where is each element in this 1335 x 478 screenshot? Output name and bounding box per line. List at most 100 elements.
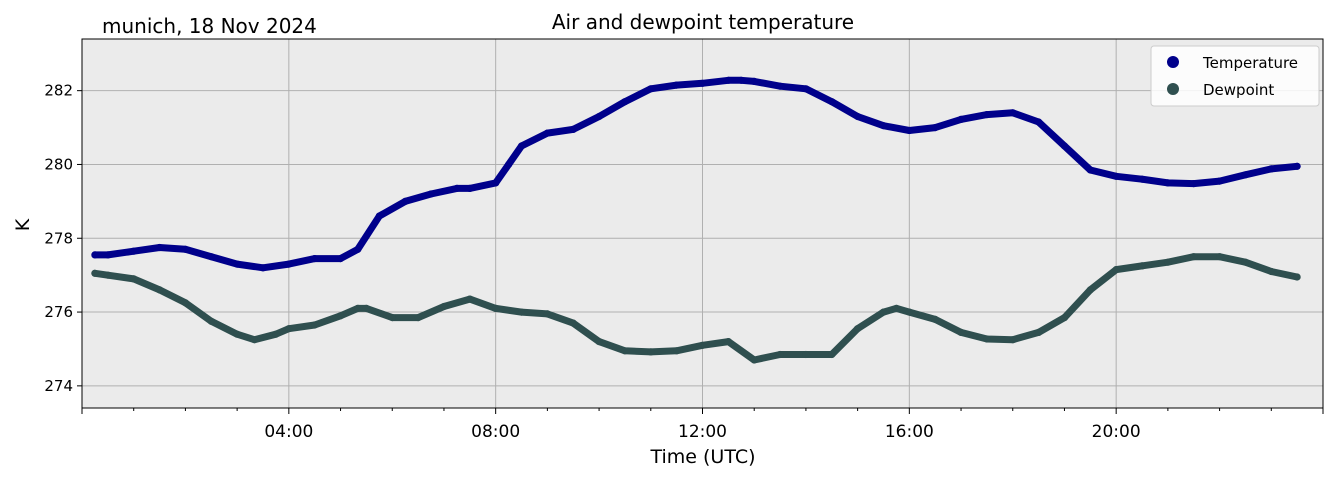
dewpoint-point xyxy=(1086,286,1094,294)
temperature-point xyxy=(698,79,707,87)
corner-label: munich, 18 Nov 2024 xyxy=(102,14,317,38)
dewpoint-point xyxy=(362,304,370,312)
dewpoint-point xyxy=(879,308,888,316)
temperature-point xyxy=(259,264,267,272)
temperature-point xyxy=(1293,162,1301,170)
legend-label-dewpoint: Dewpoint xyxy=(1203,81,1274,99)
dewpoint-point xyxy=(1009,336,1017,344)
temperature-point xyxy=(130,247,138,255)
dewpoint-point xyxy=(156,286,164,294)
dewpoint-point xyxy=(1035,328,1043,336)
dewpoint-point xyxy=(1060,314,1069,322)
legend-marker-temperature xyxy=(1167,56,1179,68)
temperature-point xyxy=(621,98,629,106)
x-tick-label: 12:00 xyxy=(678,422,727,442)
dewpoint-point xyxy=(272,330,280,338)
dewpoint-point xyxy=(311,321,319,329)
dewpoint-point xyxy=(931,315,939,323)
x-tick-label: 04:00 xyxy=(264,422,313,442)
temperature-point xyxy=(181,245,189,253)
temperature-point xyxy=(492,179,500,187)
grid-lines xyxy=(82,39,1323,408)
dewpoint-point xyxy=(354,304,362,312)
temperature-point xyxy=(854,112,862,121)
dewpoint-point xyxy=(285,325,293,333)
dewpoint-point xyxy=(905,308,913,316)
y-axis-label: K xyxy=(12,218,34,231)
temperature-point xyxy=(466,184,474,192)
dewpoint-point xyxy=(621,347,629,355)
legend-marker-dewpoint xyxy=(1167,83,1179,95)
legend: Temperature Dewpoint xyxy=(1150,45,1320,107)
dewpoint-point xyxy=(828,350,836,359)
temperature-point xyxy=(1216,177,1224,185)
x-tick-label: 20:00 xyxy=(1092,422,1141,442)
dewpoint-point xyxy=(543,310,552,318)
temperature-point xyxy=(336,255,345,263)
dewpoint-point xyxy=(957,328,965,336)
temperature-point xyxy=(724,76,733,84)
temperature-point xyxy=(156,243,164,252)
temperature-point xyxy=(737,76,745,84)
temperature-point xyxy=(1267,165,1275,173)
dewpoint-point xyxy=(130,275,138,283)
dewpoint-point xyxy=(647,348,655,356)
axis-ticks: 04:00 08:00 12:00 16:00 20:00 274 276 278 280 282 xyxy=(44,82,1324,442)
dewpoint-point xyxy=(802,350,810,359)
temperature-point xyxy=(931,124,939,132)
dewpoint-point xyxy=(698,341,707,349)
temperature-point xyxy=(1035,118,1043,126)
temperature-point xyxy=(1009,109,1017,117)
temperature-point xyxy=(207,253,215,261)
dewpoint-point xyxy=(724,338,733,346)
dewpoint-point xyxy=(181,299,189,307)
dewpoint-point xyxy=(1138,262,1146,270)
temperature-point xyxy=(311,255,319,263)
dewpoint-point xyxy=(1190,253,1198,261)
dewpoint-point xyxy=(388,314,396,322)
temperature-point xyxy=(1164,179,1172,187)
temperature-point xyxy=(104,251,112,259)
legend-box xyxy=(1150,45,1320,107)
temperature-point xyxy=(1112,172,1120,180)
dewpoint-point xyxy=(517,308,526,316)
dewpoint-point xyxy=(1241,258,1249,266)
temperature-point xyxy=(905,126,913,135)
temperature-point xyxy=(647,85,655,93)
temperature-point xyxy=(776,82,784,90)
chart-title: Air and dewpoint temperature xyxy=(552,10,854,34)
temperature-point xyxy=(354,245,362,253)
dewpoint-point xyxy=(854,325,862,333)
temperature-point xyxy=(233,260,241,268)
dewpoint-point xyxy=(250,336,258,344)
temperature-point xyxy=(427,190,435,198)
temperature-point xyxy=(1138,175,1146,183)
y-tick-label: 280 xyxy=(44,155,73,173)
y-tick-label: 282 xyxy=(44,82,73,100)
temperature-point xyxy=(983,111,991,119)
dewpoint-point xyxy=(414,314,422,322)
dewpoint-point xyxy=(595,338,603,346)
x-axis-label: Time (UTC) xyxy=(649,446,755,468)
temperature-point xyxy=(569,125,577,133)
temperature-point xyxy=(802,85,810,93)
dewpoint-point xyxy=(1293,273,1301,281)
temperature-point xyxy=(595,112,603,121)
dewpoint-point xyxy=(492,304,500,312)
dewpoint-point xyxy=(336,312,345,320)
y-tick-label: 276 xyxy=(44,303,73,321)
y-tick-label: 278 xyxy=(44,229,73,247)
dewpoint-point xyxy=(750,356,758,364)
temperature-point xyxy=(1241,171,1249,179)
dewpoint-point xyxy=(983,335,991,343)
temperature-point xyxy=(505,160,513,169)
temperature-point xyxy=(1086,166,1094,174)
temperature-point xyxy=(957,115,965,123)
temperature-point xyxy=(750,77,758,85)
temperature-point xyxy=(1190,180,1198,188)
dewpoint-point xyxy=(1216,253,1224,261)
temperature-point xyxy=(401,197,409,205)
dewpoint-point xyxy=(466,295,474,303)
dewpoint-point xyxy=(673,347,681,355)
